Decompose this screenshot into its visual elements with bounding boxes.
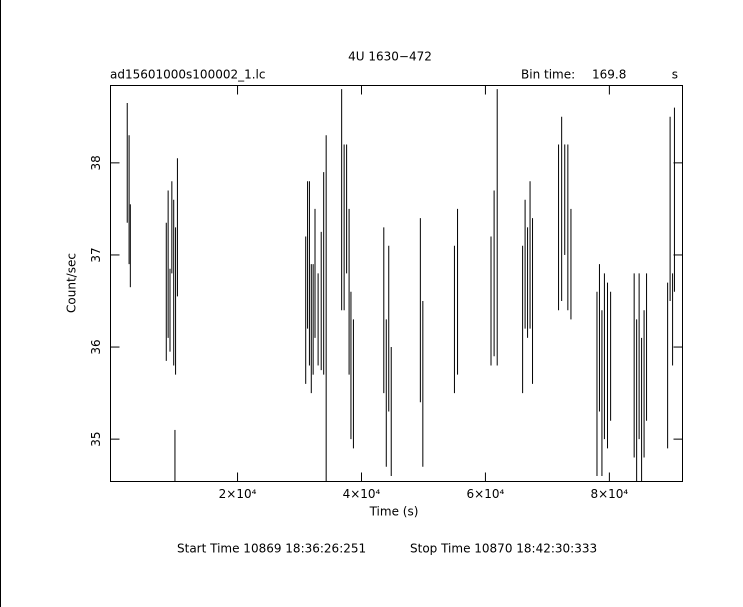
y-tick-label: 38 — [89, 155, 103, 170]
y-tick-label: 37 — [89, 247, 103, 262]
plot-frame — [110, 85, 683, 482]
bin-unit: s — [672, 68, 678, 82]
x-tick-label: 8×10⁴ — [590, 487, 628, 501]
footer-stop: Stop Time 10870 18:42:30:333 — [410, 542, 597, 556]
x-axis-label: Time (s) — [369, 505, 419, 519]
y-axis-label: Count/sec — [65, 253, 79, 313]
bin-time: 169.8 — [592, 68, 626, 82]
bin-label: Bin time: — [521, 68, 575, 82]
y-tick-label: 35 — [89, 431, 103, 446]
chart-subtitle: ad15601000s100002_1.lc — [110, 68, 266, 82]
footer-start: Start Time 10869 18:36:26:251 — [177, 542, 366, 556]
y-tick-label: 36 — [89, 339, 103, 354]
x-tick-label: 6×10⁴ — [467, 487, 505, 501]
x-tick-label: 4×10⁴ — [343, 487, 381, 501]
chart-title: 4U 1630−472 — [348, 50, 432, 64]
x-tick-label: 2×10⁴ — [219, 487, 257, 501]
